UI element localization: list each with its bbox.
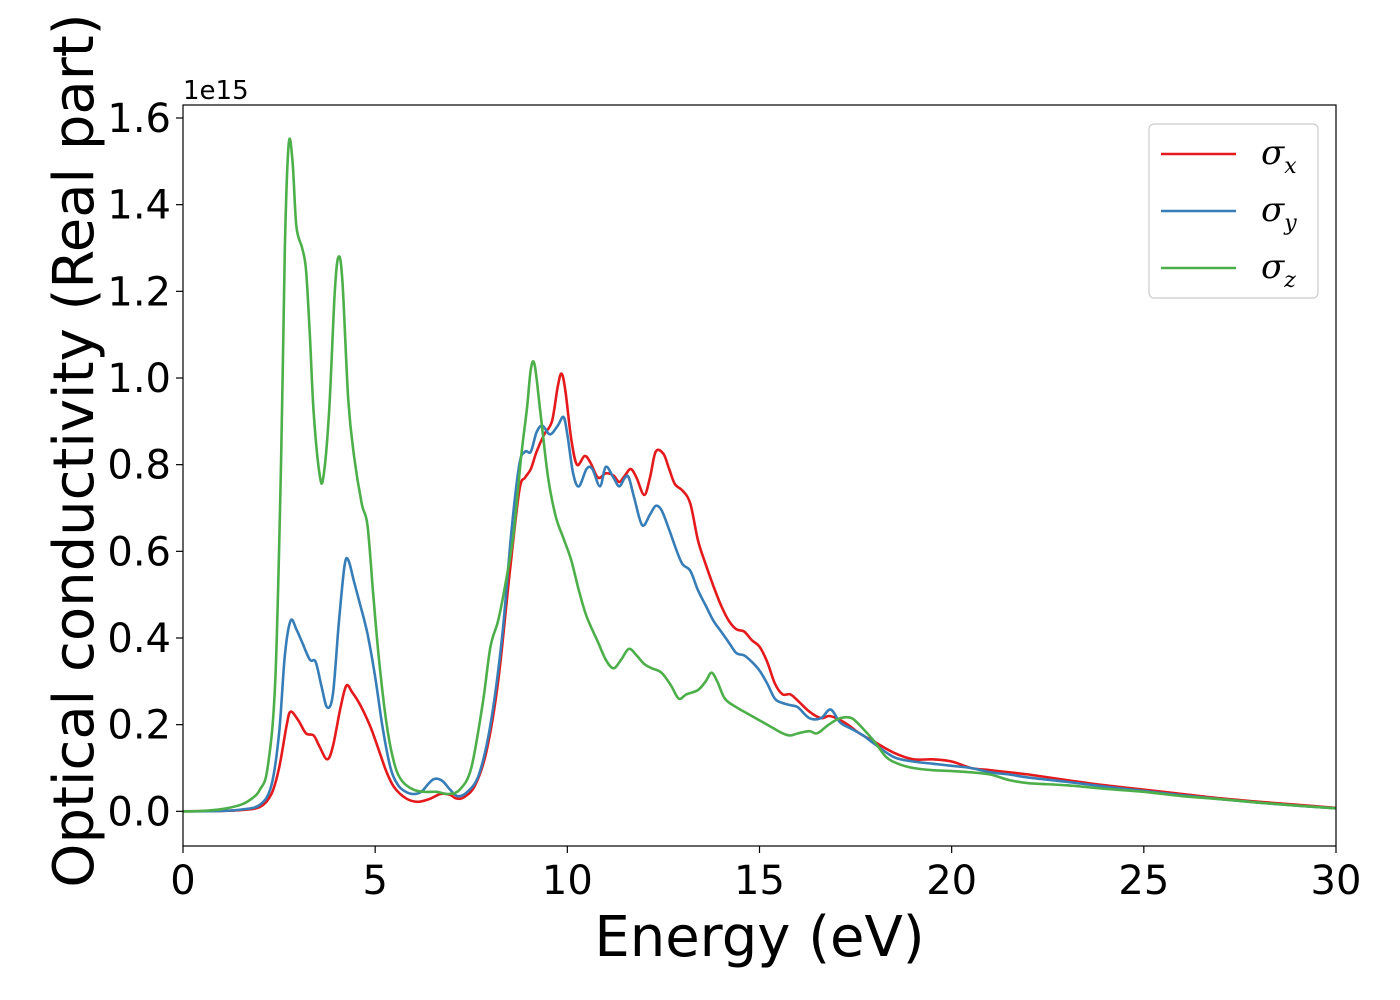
x-tick-label: 0 (170, 858, 195, 904)
y-axis-title: Optical conductivity (Real part) (42, 13, 107, 887)
y-tick-label: 1.2 (107, 269, 171, 315)
legend-label-z: σz (1261, 247, 1296, 293)
series-line-z (182, 137, 1337, 813)
y-tick-label: 0.6 (107, 529, 171, 575)
y-offset-label: 1e15 (183, 76, 249, 106)
series-line-y (182, 415, 1337, 813)
x-tick-label: 5 (362, 858, 387, 904)
x-tick-label: 30 (1311, 858, 1362, 904)
y-tick-label: 1.4 (107, 183, 171, 229)
x-tick-label: 25 (1118, 858, 1169, 904)
x-axis-title: Energy (eV) (594, 905, 924, 970)
x-tick-label: 15 (734, 858, 785, 904)
y-tick-label: 0.2 (107, 703, 171, 749)
x-axis: 0 5 10 15 20 25 30 (170, 846, 1361, 904)
legend: σx σy σz (1148, 123, 1319, 299)
y-tick-label: 0.8 (107, 443, 171, 489)
y-tick-label: 0.0 (107, 789, 171, 835)
legend-label-x: σx (1261, 133, 1297, 179)
x-tick-label: 10 (542, 858, 593, 904)
series-layer (182, 137, 1337, 813)
y-tick-label: 1.6 (107, 96, 171, 142)
y-tick-label: 0.4 (107, 616, 171, 662)
y-tick-label: 1.0 (107, 356, 171, 402)
x-tick-label: 20 (926, 858, 977, 904)
y-axis: 0.0 0.2 0.4 0.6 0.8 1.0 1.2 1.4 1.6 (107, 96, 183, 835)
legend-label-y: σy (1261, 190, 1297, 236)
